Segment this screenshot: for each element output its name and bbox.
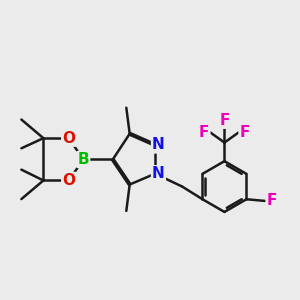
Text: F: F [219, 113, 230, 128]
Text: F: F [199, 125, 209, 140]
Text: B: B [77, 152, 89, 167]
Text: N: N [152, 166, 165, 181]
Text: F: F [240, 125, 250, 140]
Text: F: F [267, 194, 277, 208]
Text: N: N [152, 137, 165, 152]
Text: O: O [62, 131, 75, 146]
Text: O: O [62, 173, 75, 188]
